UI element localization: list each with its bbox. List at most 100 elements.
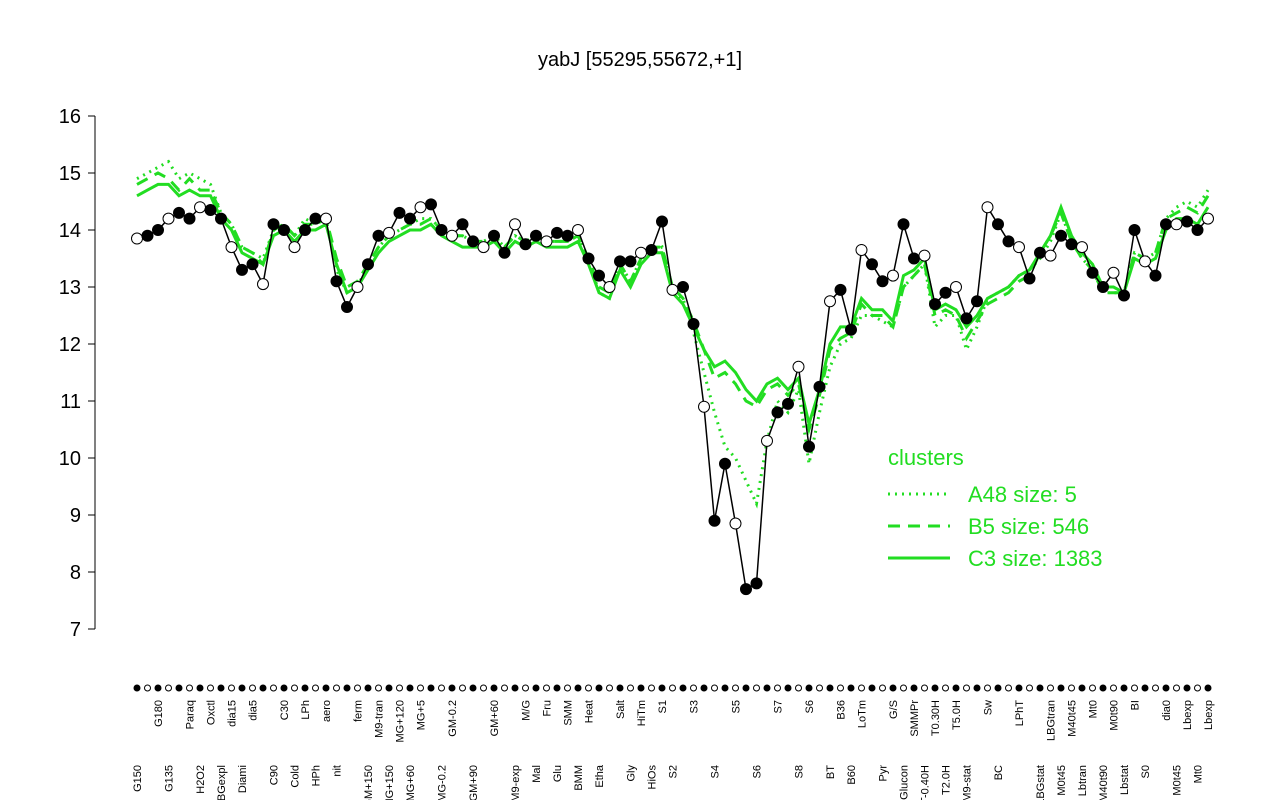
- x-point-marker: [459, 684, 466, 692]
- data-point: [498, 246, 511, 259]
- x-point-marker: [343, 684, 351, 692]
- x-tick-label: HiOs: [647, 765, 659, 790]
- x-tick-label: M0t90: [1109, 700, 1121, 731]
- data-point: [1191, 224, 1204, 236]
- y-tick-label: 7: [70, 619, 81, 641]
- x-point-marker: [1183, 684, 1191, 692]
- x-tick-label: Sw: [983, 700, 995, 715]
- x-tick-label: Paraq: [185, 700, 197, 729]
- x-tick-label: T-0.40H: [920, 765, 932, 800]
- data-point: [845, 323, 857, 336]
- x-point-marker: [469, 684, 477, 692]
- data-point: [656, 215, 668, 228]
- x-point-marker: [249, 684, 256, 692]
- x-point-marker: [837, 684, 844, 692]
- x-point-marker: [154, 684, 162, 692]
- data-point: [519, 238, 532, 251]
- x-point-marker: [333, 684, 340, 692]
- x-point-marker: [742, 684, 750, 692]
- data-point: [425, 198, 437, 211]
- x-point-marker: [417, 684, 424, 692]
- x-point-marker: [942, 684, 949, 692]
- data-point: [635, 246, 647, 259]
- data-point: [992, 218, 1004, 231]
- x-point-marker: [133, 684, 141, 692]
- x-point-marker: [858, 684, 865, 692]
- data-point: [225, 241, 238, 254]
- data-point: [1139, 255, 1151, 268]
- x-point-marker: [1194, 684, 1201, 692]
- x-point-marker: [574, 684, 582, 692]
- x-point-marker: [984, 684, 991, 692]
- data-point: [834, 283, 847, 296]
- x-point-marker: [784, 684, 792, 692]
- x-tick-label: ferm: [353, 700, 365, 722]
- data-point: [362, 258, 374, 271]
- data-point: [950, 281, 962, 293]
- x-tick-label: dia0: [1161, 700, 1173, 721]
- x-tick-label: Gly: [626, 765, 638, 782]
- x-point-marker: [291, 684, 298, 692]
- data-point: [288, 241, 301, 254]
- x-point-marker: [322, 684, 330, 692]
- data-point: [1170, 218, 1183, 231]
- x-point-marker: [721, 684, 729, 692]
- x-tick-label: Lbtran: [1077, 765, 1089, 796]
- data-point: [729, 517, 742, 530]
- data-point: [1023, 272, 1036, 285]
- x-point-marker: [732, 684, 739, 692]
- data-point: [320, 212, 332, 225]
- data-point: [1118, 289, 1130, 302]
- data-point: [792, 360, 805, 373]
- data-point: [803, 440, 815, 453]
- x-point-marker: [501, 684, 508, 692]
- x-point-marker: [847, 684, 855, 692]
- data-point: [939, 286, 952, 299]
- data-point: [1128, 224, 1141, 236]
- x-point-marker: [910, 684, 918, 692]
- data-point: [435, 224, 448, 236]
- x-tick-label: M40t45: [1067, 700, 1079, 737]
- data-point: [782, 397, 794, 410]
- x-point-marker: [585, 684, 592, 692]
- x-point-marker: [280, 684, 288, 692]
- x-point-marker: [1173, 684, 1180, 692]
- x-tick-label: Lbstat: [1119, 765, 1131, 795]
- x-tick-label: GM-0.2: [447, 700, 459, 737]
- x-point-marker: [658, 684, 666, 692]
- legend-label: A48 size: 5: [968, 482, 1077, 507]
- x-point-marker: [564, 684, 571, 692]
- y-tick-label: 9: [70, 505, 81, 527]
- x-tick-label: Lbexp: [1182, 700, 1194, 730]
- x-tick-label: H2O2: [195, 765, 207, 794]
- data-point: [593, 269, 605, 282]
- x-tick-label: GM+90: [468, 765, 480, 800]
- x-tick-label: LPhT: [1014, 700, 1026, 727]
- x-point-marker: [270, 684, 277, 692]
- x-tick-label: S6: [752, 765, 764, 778]
- x-tick-label: G150: [132, 765, 144, 792]
- data-point: [719, 457, 731, 470]
- data-point: [183, 212, 196, 225]
- data-point: [1202, 212, 1214, 225]
- data-point: [278, 224, 290, 236]
- x-point-marker: [438, 684, 445, 692]
- data-point: [1160, 218, 1172, 231]
- x-tick-label: Pyr: [878, 765, 890, 782]
- x-point-marker: [301, 684, 309, 692]
- x-tick-label: C30: [279, 700, 291, 720]
- x-tick-label: Cold: [290, 765, 302, 788]
- y-tick-label: 15: [59, 163, 81, 185]
- data-point: [414, 201, 427, 214]
- x-point-marker: [879, 684, 886, 692]
- x-point-marker: [1141, 684, 1149, 692]
- x-tick-label: B36: [836, 700, 848, 720]
- x-tick-label: S4: [710, 765, 722, 778]
- data-point: [981, 201, 994, 214]
- data-point: [1149, 269, 1162, 282]
- y-tick-label: 11: [60, 391, 81, 413]
- x-tick-label: LBGstat: [1035, 765, 1047, 800]
- x-point-marker: [826, 684, 834, 692]
- x-tick-label: S0: [1140, 765, 1152, 778]
- x-point-marker: [543, 684, 550, 692]
